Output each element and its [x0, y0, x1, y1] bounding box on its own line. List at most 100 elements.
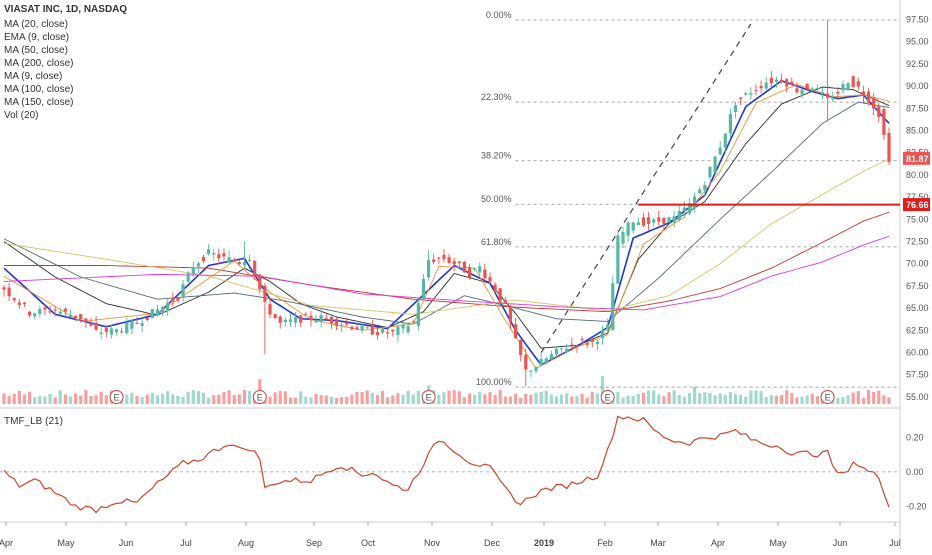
candle-body — [401, 324, 405, 329]
earnings-marker-label: E — [605, 393, 611, 403]
candle-body — [887, 132, 891, 162]
candle-body — [63, 308, 67, 312]
candle-body — [120, 331, 124, 333]
volume-bar — [713, 395, 717, 404]
legend-ma100[interactable]: MA (100, close) — [4, 84, 74, 95]
candle-body — [166, 302, 170, 312]
legend-volume[interactable]: Vol (20) — [4, 110, 39, 121]
candle-body — [145, 317, 149, 321]
candle-body — [314, 320, 318, 323]
volume-bar — [728, 392, 733, 404]
y-tick-label: 75.00 — [906, 214, 929, 224]
volume-bar — [739, 394, 743, 404]
candle-body — [631, 222, 635, 231]
axes-layer: 55.00 57.50 60.00 62.50 65.00 67.50 70.00 72.50… — [0, 15, 930, 548]
volume-bar — [68, 396, 73, 404]
volume-bar — [27, 391, 32, 404]
candle-body — [539, 359, 543, 366]
volume-bar — [764, 397, 768, 404]
candle-body — [391, 329, 395, 332]
candle-body — [350, 326, 354, 330]
grid-layer — [0, 0, 901, 550]
candle-body — [27, 311, 32, 316]
candle-body — [201, 256, 206, 262]
candle-body — [708, 166, 712, 178]
volume-bar — [396, 393, 400, 404]
legend-ma20[interactable]: MA (20, close) — [4, 19, 68, 30]
candle-body — [68, 315, 73, 317]
volume-bar — [375, 395, 380, 404]
candle-body — [283, 319, 287, 323]
x-tick-label: Jun — [833, 538, 848, 548]
volume-bar — [657, 394, 661, 404]
volume-bar — [866, 390, 871, 404]
volume-layer — [2, 376, 891, 404]
volume-bar — [63, 394, 67, 404]
y-tick-label: 95.00 — [906, 37, 929, 47]
candle-body — [396, 326, 400, 336]
legend-ma150[interactable]: MA (150, close) — [4, 97, 74, 108]
candle-body — [278, 316, 282, 323]
candle-body — [785, 79, 789, 87]
candle-body — [616, 235, 620, 284]
candle-body — [473, 268, 477, 270]
volume-bar — [437, 394, 441, 404]
candle-body — [79, 314, 83, 320]
volume-bar — [503, 396, 507, 404]
earnings-marker-label: E — [825, 393, 831, 403]
candle-body — [48, 311, 52, 313]
y-tick-label: 55.00 — [906, 392, 929, 402]
candle-body — [872, 97, 876, 109]
candle-body — [478, 266, 482, 273]
candle-body — [831, 98, 835, 100]
candle-body — [109, 328, 114, 335]
candle-body — [560, 348, 564, 350]
tmf-title: TMF_LB (21) — [4, 416, 63, 427]
volume-bar — [125, 394, 129, 404]
candle-body — [319, 315, 323, 322]
candle-body — [99, 332, 103, 335]
ma-line — [3, 158, 890, 315]
candle-body — [713, 156, 717, 173]
legend-ma9[interactable]: MA (9, close) — [4, 71, 63, 82]
volume-bar — [565, 393, 569, 404]
price-label-box — [903, 151, 930, 165]
legend-ema9[interactable]: EMA (9, close) — [4, 32, 70, 43]
candle-body — [227, 257, 231, 263]
candle-body — [779, 79, 784, 82]
volume-bar — [74, 393, 78, 404]
candle-body — [585, 343, 589, 345]
y-tick-label: 85.00 — [906, 126, 929, 136]
volume-bar — [324, 395, 328, 404]
candle-body — [253, 260, 257, 276]
volume-bar — [672, 390, 676, 404]
legend-ma50[interactable]: MA (50, close) — [4, 45, 68, 56]
volume-bar — [217, 394, 221, 404]
volume-bar — [273, 392, 277, 404]
candle-body — [600, 330, 605, 338]
candle-body — [232, 259, 236, 262]
earnings-marker-label: E — [114, 393, 120, 403]
ma-line — [4, 211, 890, 313]
x-tick-label: Feb — [597, 538, 613, 548]
y-tick-label: 67.50 — [906, 281, 929, 291]
candle-body — [723, 133, 727, 148]
candle-body — [728, 114, 733, 134]
volume-bar — [851, 392, 855, 404]
volume-bar — [442, 392, 446, 404]
candle-body — [365, 327, 369, 329]
volume-bar — [616, 392, 620, 404]
candle-body — [790, 81, 794, 85]
volume-bar — [104, 395, 108, 404]
volume-bar — [2, 393, 6, 404]
candle-body — [606, 324, 610, 330]
chart-title: VIASAT INC, 1D, NASDAQ — [4, 4, 128, 15]
volume-bar — [278, 391, 282, 404]
volume-bar — [207, 397, 211, 404]
candle-body — [759, 85, 763, 89]
volume-bar — [140, 397, 144, 404]
volume-bar — [682, 396, 686, 404]
legend-ma200[interactable]: MA (200, close) — [4, 58, 74, 69]
volume-bar — [345, 396, 349, 404]
fib-level-label: 61.80% — [481, 237, 512, 247]
